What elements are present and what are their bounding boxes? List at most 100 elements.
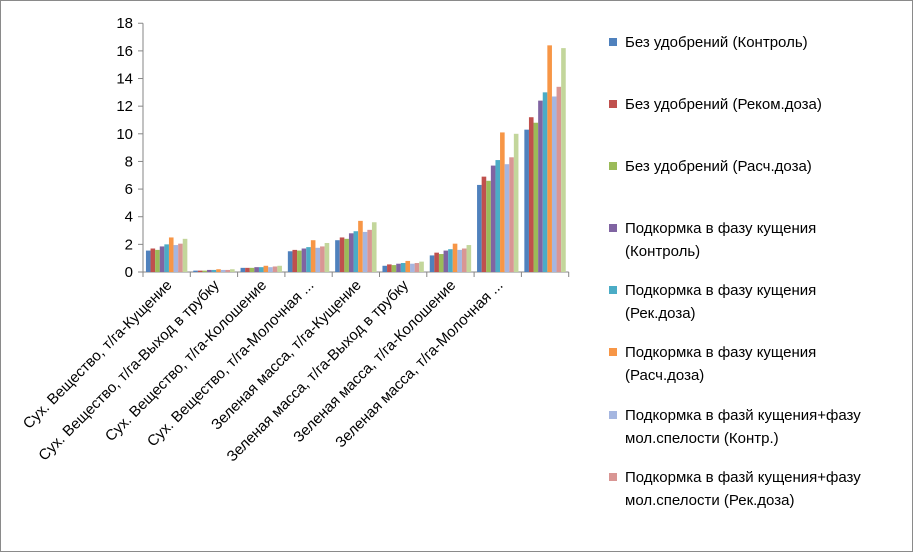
bar bbox=[245, 267, 250, 272]
bar bbox=[414, 263, 420, 272]
y-tick-label: 8 bbox=[125, 153, 133, 170]
legend-label: Без удобрений (Расч.доза) bbox=[625, 155, 812, 178]
bar bbox=[164, 244, 169, 272]
x-category-label: Сух. Вещество, т/га-Выход в трубку bbox=[35, 276, 223, 464]
legend-label-line: мол.спелости (Контр.) bbox=[625, 430, 779, 447]
bar bbox=[382, 265, 388, 272]
y-tick-label: 16 bbox=[116, 43, 133, 60]
legend-swatch bbox=[609, 411, 617, 419]
bar bbox=[211, 269, 217, 272]
bar bbox=[272, 266, 278, 272]
legend-label-line: Подкормка в фазу кущения bbox=[625, 282, 817, 299]
bar bbox=[561, 48, 566, 273]
bar bbox=[216, 269, 221, 272]
legend-label-line: Подкормка в фазй кущения+фазу bbox=[625, 469, 861, 486]
bar bbox=[461, 248, 467, 272]
bar bbox=[495, 160, 501, 272]
bar bbox=[396, 263, 401, 272]
legend-label-line: (Контроль) bbox=[625, 243, 701, 260]
bar bbox=[410, 263, 415, 272]
bar bbox=[310, 240, 316, 272]
legend-label-line: мол.спелости (Рек.доза) bbox=[625, 492, 795, 509]
bar bbox=[452, 243, 458, 272]
bar bbox=[509, 157, 514, 272]
bar bbox=[249, 267, 255, 272]
y-tick-label: 10 bbox=[116, 126, 133, 143]
legend-label: Подкормка в фазу кущения (Рек.доза) bbox=[625, 279, 816, 325]
bar bbox=[429, 255, 435, 272]
legend-swatch bbox=[609, 224, 617, 232]
legend-label-line: Подкормка в фазй кущения+фазу bbox=[625, 407, 861, 424]
bar bbox=[220, 269, 226, 272]
legend-label: Подкормка в фазу кущения (Расч.доза) bbox=[625, 341, 816, 387]
bar bbox=[556, 86, 562, 272]
legend-label: Без удобрений (Контроль) bbox=[625, 31, 808, 54]
bar bbox=[371, 222, 377, 272]
legend-label-line: Подкормка в фазу кущения bbox=[625, 220, 817, 237]
legend-label: Без удобрений (Реком.доза) bbox=[625, 93, 822, 116]
y-tick-label: 4 bbox=[125, 209, 133, 226]
bar bbox=[405, 260, 411, 272]
bar bbox=[292, 249, 298, 272]
legend-label-line: Без удобрений (Контроль) bbox=[625, 34, 808, 51]
bar bbox=[268, 267, 273, 272]
y-tick-label: 14 bbox=[116, 71, 133, 88]
bar bbox=[306, 247, 311, 272]
bar bbox=[335, 240, 340, 272]
bar bbox=[513, 133, 519, 272]
bar bbox=[547, 45, 552, 272]
bar bbox=[202, 270, 208, 272]
legend-label-line: Без удобрений (Реком.доза) bbox=[625, 96, 822, 113]
bar bbox=[207, 269, 212, 272]
y-tick-label: 2 bbox=[125, 236, 133, 253]
bar bbox=[173, 245, 179, 272]
bar bbox=[240, 267, 246, 272]
bar bbox=[263, 265, 269, 272]
bar bbox=[528, 117, 534, 272]
bar bbox=[481, 176, 487, 272]
legend-swatch bbox=[609, 162, 617, 170]
bar bbox=[339, 237, 345, 272]
bar bbox=[504, 164, 510, 272]
bar bbox=[301, 248, 307, 272]
bar bbox=[538, 100, 543, 272]
bar bbox=[358, 220, 363, 272]
bar bbox=[400, 263, 406, 272]
legend-label: Подкормка в фазу кущения (Контроль) bbox=[625, 217, 816, 263]
bar bbox=[297, 250, 302, 272]
bar bbox=[230, 269, 235, 272]
bar bbox=[524, 129, 529, 272]
bar bbox=[542, 92, 548, 272]
legend-swatch bbox=[609, 286, 617, 294]
bar bbox=[434, 252, 439, 272]
bar bbox=[477, 184, 482, 272]
bar bbox=[155, 249, 160, 272]
bar bbox=[324, 242, 330, 272]
bar bbox=[193, 270, 198, 272]
y-tick-label: 0 bbox=[125, 264, 133, 281]
legend-swatch bbox=[609, 348, 617, 356]
legend-label: Подкормка в фазй кущения+фазу мол.спелост… bbox=[625, 404, 861, 450]
y-tick-label: 12 bbox=[116, 98, 133, 115]
bar bbox=[391, 265, 397, 272]
bar bbox=[277, 265, 282, 272]
y-tick-label: 18 bbox=[116, 15, 133, 32]
bar bbox=[486, 180, 491, 272]
bar bbox=[258, 267, 264, 272]
legend-swatch bbox=[609, 473, 617, 481]
bar bbox=[150, 248, 156, 272]
bar bbox=[159, 246, 165, 272]
bar bbox=[320, 246, 325, 272]
legend-label-line: Подкормка в фазу кущения bbox=[625, 344, 817, 361]
legend-label-line: Без удобрений (Расч.доза) bbox=[625, 158, 812, 175]
bar bbox=[353, 231, 359, 272]
bar bbox=[362, 231, 368, 272]
bar bbox=[387, 264, 392, 272]
bar bbox=[551, 96, 557, 273]
bar bbox=[457, 249, 462, 272]
y-tick-label: 6 bbox=[125, 181, 133, 198]
bar bbox=[182, 238, 188, 272]
bar bbox=[438, 254, 444, 272]
